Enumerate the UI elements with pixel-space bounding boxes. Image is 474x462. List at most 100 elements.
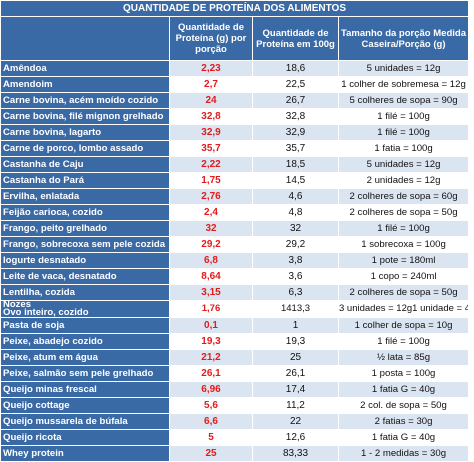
protein-per-portion: 2,23: [169, 60, 253, 77]
portion-size-line: 3 unidades = 12g: [339, 303, 413, 314]
table-row: Feijão carioca, cozido 2,4 4,8 2 colhere…: [0, 204, 470, 221]
portion-size: 1 posta = 100g: [337, 365, 470, 382]
portion-size: 2 colheres de sopa = 50g: [337, 204, 470, 221]
protein-per-100g: 18,6: [252, 60, 339, 77]
food-name: Amêndoa: [0, 60, 170, 77]
protein-per-100g: 4,8: [252, 204, 339, 221]
table-row: Queijo cottage 5,6 11,2 2 col. de sopa =…: [0, 397, 470, 414]
portion-size: 2 colheres de sopa = 50g: [337, 284, 470, 301]
food-name: Carne bovina, acém moído cozido: [0, 92, 170, 109]
protein-per-portion: 29,2: [169, 236, 253, 253]
protein-per-portion: 3,15: [169, 284, 253, 301]
table-row: Amêndoa 2,23 18,6 5 unidades = 12g: [0, 60, 470, 77]
table-row: Lentilha, cozida 3,15 6,3 2 colheres de …: [0, 284, 470, 301]
table-row: Frango, peito grelhado 32 32 1 filé = 10…: [0, 220, 470, 237]
portion-size: 1 pote = 180ml: [337, 252, 470, 269]
food-name: Feijão carioca, cozido: [0, 204, 170, 221]
protein-per-100g: 11,2: [252, 397, 339, 414]
table-row: Carne de porco, lombo assado 35,7 35,7 1…: [0, 140, 470, 157]
protein-per-portion: 6,6: [169, 413, 253, 430]
protein-per-100g: 18,5: [252, 156, 339, 173]
food-name: Leite de vaca, desnatado: [0, 268, 170, 285]
right-margin: [468, 0, 474, 427]
portion-size: 1 fatia G = 40g: [337, 381, 470, 398]
protein-value-line: 1,7: [201, 303, 215, 314]
food-name: Frango, sobrecoxa sem pele cozida: [0, 236, 170, 253]
protein-per-portion: 2,76: [169, 188, 253, 205]
portion-size: 5 colheres de sopa = 90g: [337, 92, 470, 109]
protein-per-100g: 25: [252, 349, 339, 366]
portion-size: 1 filé = 100g: [337, 333, 470, 350]
table-row: Peixe, salmão sem pele grelhado 26,1 26,…: [0, 365, 470, 382]
table-row: Nozes Ovo inteiro, cozido 1,76 1413,3 3 u…: [0, 300, 470, 318]
table-row: Queijo mussarela de búfala 6,6 22 2 fati…: [0, 413, 470, 430]
table-row: Leite de vaca, desnatado 8,64 3,6 1 copo…: [0, 268, 470, 285]
protein-per-portion: 32,9: [169, 124, 253, 141]
protein-per-portion: 19,3: [169, 333, 253, 350]
protein-per-portion: 1,75: [169, 172, 253, 189]
table-title: QUANTIDADE DE PROTEÍNA DOS ALIMENTOS: [0, 0, 470, 17]
table-row: Ervilha, enlatada 2,76 4,6 2 colheres de…: [0, 188, 470, 205]
portion-size: 1 fatia = 100g: [337, 140, 470, 157]
food-name: Iogurte desnatado: [0, 252, 170, 269]
protein-per-portion: 21,2: [169, 349, 253, 366]
protein-per-100g: 83,33: [252, 445, 339, 462]
protein-per-100g: 17,4: [252, 381, 339, 398]
header-food: [0, 16, 170, 61]
table-row: Peixe, abadejo cozido 19,3 19,3 1 filé =…: [0, 333, 470, 350]
portion-size: 1 filé = 100g: [337, 124, 470, 141]
portion-size: 2 col. de sopa = 50g: [337, 397, 470, 414]
protein-per-portion: 25: [169, 445, 253, 462]
protein-per-100g: 1: [252, 317, 339, 334]
food-name: Whey protein: [0, 445, 170, 462]
food-name: Nozes Ovo inteiro, cozido: [0, 300, 170, 318]
portion-size: 1 colher de sopa = 10g: [337, 317, 470, 334]
food-name: Queijo cottage: [0, 397, 170, 414]
food-name: Peixe, atum em água: [0, 349, 170, 366]
food-name: Queijo ricota: [0, 429, 170, 446]
table-row: Castanha do Pará 1,75 14,5 2 unidades = …: [0, 172, 470, 189]
table-row: Peixe, atum em água 21,2 25 ½ lata = 85g: [0, 349, 470, 366]
protein-per-portion: 6,96: [169, 381, 253, 398]
protein-per-100g: 6,3: [252, 284, 339, 301]
protein-per-100g: 32,8: [252, 108, 339, 125]
protein-per-portion: 2,22: [169, 156, 253, 173]
portion-size: 1 sobrecoxa = 100g: [337, 236, 470, 253]
protein-per-100g: 32: [252, 220, 339, 237]
protein-per-100g: 4,6: [252, 188, 339, 205]
food-name-line: Nozes: [3, 300, 31, 310]
protein-100g-line: 13,3: [291, 303, 311, 314]
protein-per-100g: 26,7: [252, 92, 339, 109]
food-name: Frango, peito grelhado: [0, 220, 170, 237]
table-row: Castanha de Caju 2,22 18,5 5 unidades = …: [0, 156, 470, 173]
protein-per-portion: 6,8: [169, 252, 253, 269]
portion-size-line: 1 unidade = 45g: [412, 303, 467, 314]
table-row: Iogurte desnatado 6,8 3,8 1 pote = 180ml: [0, 252, 470, 269]
portion-size: 2 unidades = 12g: [337, 172, 470, 189]
protein-per-portion: 24: [169, 92, 253, 109]
table-body: Amêndoa 2,23 18,6 5 unidades = 12g Amend…: [0, 60, 470, 462]
portion-size: ½ lata = 85g: [337, 349, 470, 366]
table-row: Carne bovina, acém moído cozido 24 26,7 …: [0, 92, 470, 109]
table-row: Amendoim 2,7 22,5 1 colher de sobremesa …: [0, 76, 470, 93]
protein-per-portion: 1,76: [169, 300, 253, 318]
protein-value-line: 6: [214, 303, 221, 314]
portion-size: 1 filé = 100g: [337, 220, 470, 237]
portion-size: 1 filé = 100g: [337, 108, 470, 125]
food-name: Ervilha, enlatada: [0, 188, 170, 205]
header-protein-100g: Quantidade de Proteína em 100g: [252, 16, 339, 61]
food-name: Carne bovina, lagarto: [0, 124, 170, 141]
protein-per-100g: 22,5: [252, 76, 339, 93]
portion-size: 1 - 2 medidas = 30g: [337, 445, 470, 462]
food-name: Amendoim: [0, 76, 170, 93]
protein-per-100g: 29,2: [252, 236, 339, 253]
protein-per-100g: 14,5: [252, 172, 339, 189]
food-name: Queijo minas frescal: [0, 381, 170, 398]
portion-size: 1 colher de sobremesa = 12g: [337, 76, 470, 93]
protein-100g-line: 14: [280, 303, 292, 314]
table-row: Pasta de soja 0,1 1 1 colher de sopa = 1…: [0, 317, 470, 334]
protein-per-portion: 26,1: [169, 365, 253, 382]
portion-size: 2 fatias = 30g: [337, 413, 470, 430]
table-row: Frango, sobrecoxa sem pele cozida 29,2 2…: [0, 236, 470, 253]
